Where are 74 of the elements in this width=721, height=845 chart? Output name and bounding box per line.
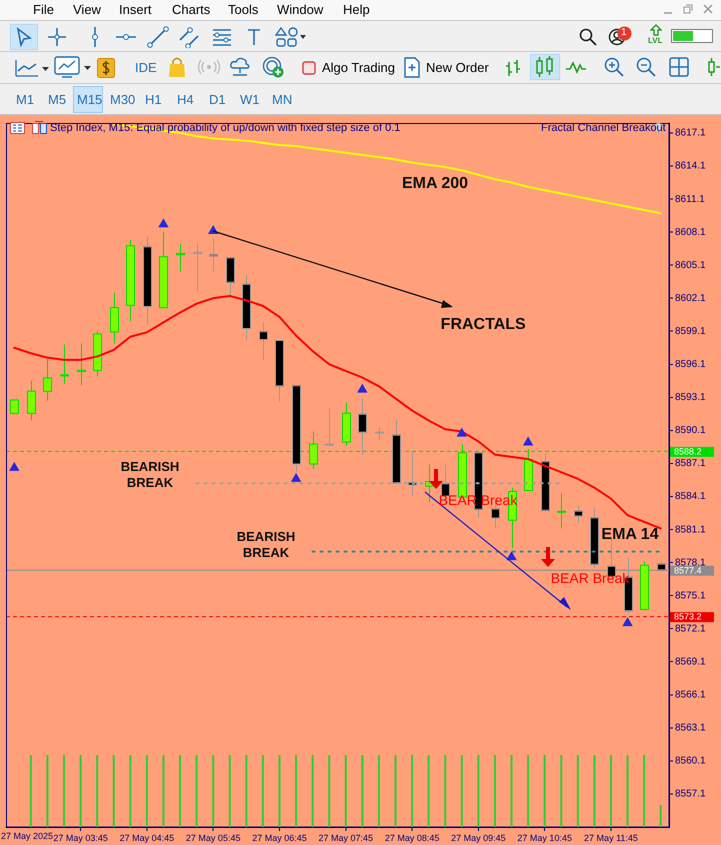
text: M5 [48, 92, 66, 107]
point [9, 462, 20, 471]
y-tick-label: 8566.1 [675, 690, 706, 701]
x-tick-label: 27 May 08:45 [384, 832, 440, 843]
y-tick-label: 8608.1 [675, 226, 706, 238]
annotation: Fractal Channel Breakout [541, 122, 666, 134]
annotation: BEARISH BREAK [236, 529, 296, 561]
text: H1 [145, 92, 162, 107]
text: Window [277, 2, 324, 17]
x-tick-label: 27 May 06:45 [252, 832, 307, 843]
y-tick-label: 8590.1 [675, 425, 706, 436]
y-tick-label: 8572.1 [675, 623, 706, 634]
x-tick-label: 27 May 07:45 [318, 832, 374, 843]
y-tick-label: 8575.1 [675, 590, 706, 602]
text: LVL [648, 36, 663, 45]
text: Charts [172, 2, 210, 17]
text: File [33, 2, 54, 17]
text: View [73, 2, 101, 17]
point [358, 384, 368, 393]
text: H4 [177, 92, 194, 107]
candlestick [209, 238, 218, 272]
candlestick [557, 493, 566, 528]
y-tick-label: 8605.1 [675, 260, 706, 271]
y-tick-label: 8587.1 [675, 458, 706, 470]
text: Algo Trading [322, 60, 395, 75]
text: M15 [77, 92, 102, 107]
annotation: FRACTALS [440, 316, 526, 333]
text: Tools [228, 2, 258, 17]
candlestick [325, 408, 334, 446]
annotation: BEARISH BREAK [120, 459, 180, 491]
candlestick [176, 244, 185, 272]
chart-title: Step Index, M15: Equal probability of up/down with fixed step size of 0.1 [50, 122, 400, 134]
y-tick-label: 8596.1 [675, 359, 706, 370]
candlestick [193, 243, 202, 292]
text: M1 [16, 92, 34, 107]
ref-line-label: 8573.2 [674, 612, 702, 622]
x-tick-label: 27 May 10:45 [517, 832, 572, 843]
annotation: EMA 200 [402, 175, 468, 192]
y-tick-label: 8599.1 [675, 326, 706, 337]
text: New Order [426, 60, 489, 75]
y-tick-label: 8614.1 [675, 160, 706, 172]
y-tick-label: 8581.1 [675, 524, 706, 536]
point [506, 552, 516, 560]
y-tick-label: 8584.1 [675, 491, 706, 502]
x-tick-label: 27 May 11:45 [584, 832, 638, 843]
y-tick-label: 8593.1 [675, 392, 706, 404]
y-tick-label: 8569.1 [675, 656, 706, 668]
y-tick-label: 8563.1 [675, 722, 706, 734]
x-tick-label: 27 May 03:45 [53, 832, 108, 843]
y-tick-label: 8560.1 [675, 756, 706, 767]
text: MN [272, 92, 292, 107]
point [291, 473, 301, 482]
y-tick-label: 8617.1 [675, 128, 706, 139]
y-tick-label: 8557.1 [675, 788, 706, 800]
point [158, 218, 168, 228]
text: 1 [621, 27, 627, 38]
text: D1 [209, 92, 226, 107]
text: M30 [110, 92, 136, 107]
y-tick-label: 8602.1 [675, 292, 706, 304]
candlestick [77, 343, 86, 386]
x-tick-label: 27 May 09:45 [451, 832, 506, 843]
text: 27 May 2025 [1, 831, 54, 841]
ref-line-label: 8588.2 [674, 446, 702, 456]
text: W1 [240, 92, 260, 107]
text: Insert [119, 2, 152, 17]
x-tick-label: 27 May 05:45 [186, 832, 240, 843]
point [523, 437, 533, 446]
y-tick-label: 8611.1 [675, 194, 706, 205]
x-tick-label: 27 May 04:45 [120, 832, 174, 843]
point [622, 618, 632, 626]
annotation: EMA 14 [601, 526, 659, 543]
text: IDE [135, 60, 157, 75]
point [456, 428, 467, 437]
text: Help [343, 2, 370, 17]
